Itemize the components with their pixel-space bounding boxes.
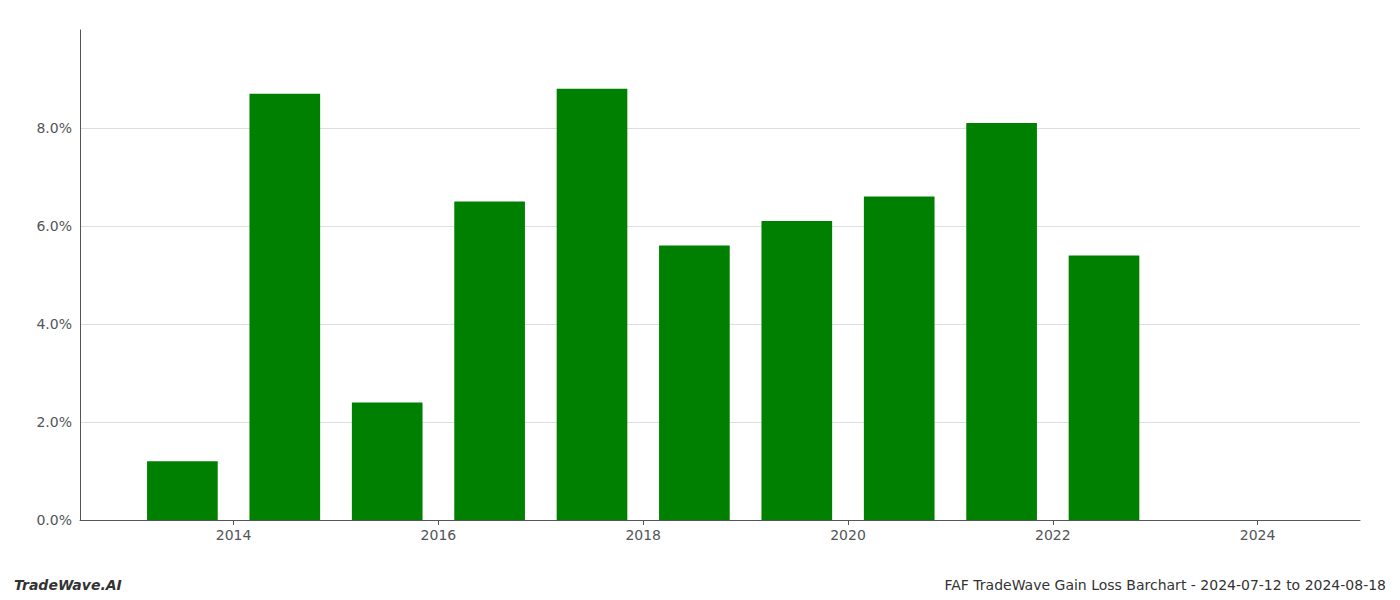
svg-text:2.0%: 2.0% xyxy=(36,414,72,430)
svg-text:8.0%: 8.0% xyxy=(36,120,72,136)
svg-text:2014: 2014 xyxy=(216,527,252,543)
svg-text:2018: 2018 xyxy=(625,527,661,543)
svg-text:TradeWave.AI: TradeWave.AI xyxy=(14,577,122,593)
svg-text:FAF TradeWave Gain Loss Barcha: FAF TradeWave Gain Loss Barchart - 2024-… xyxy=(944,577,1386,593)
svg-text:2024: 2024 xyxy=(1240,527,1276,543)
svg-text:0.0%: 0.0% xyxy=(36,512,72,528)
svg-text:6.0%: 6.0% xyxy=(36,218,72,234)
svg-text:2022: 2022 xyxy=(1035,527,1071,543)
svg-text:2016: 2016 xyxy=(421,527,457,543)
svg-text:2020: 2020 xyxy=(830,527,866,543)
svg-text:4.0%: 4.0% xyxy=(36,316,72,332)
